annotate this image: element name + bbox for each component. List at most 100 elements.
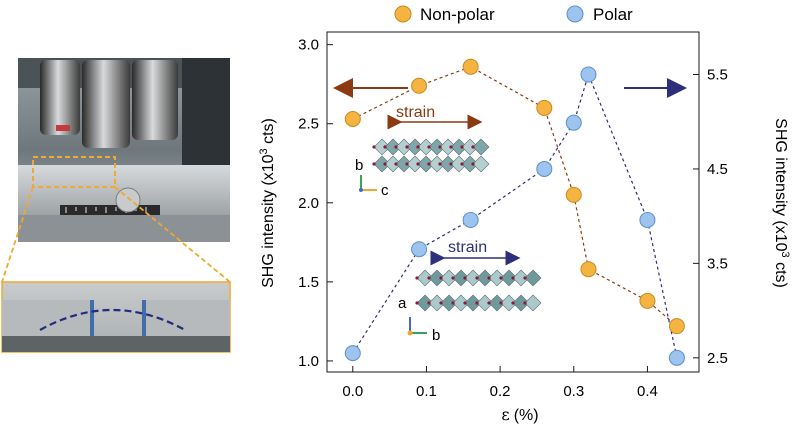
legend-marker-nonpolar [394,5,412,23]
atom-icon [383,162,387,166]
data-point-non-polar [411,77,428,94]
atom-icon [383,145,387,149]
atom-icon [415,276,419,280]
atom-icon [427,145,431,149]
data-point-polar [639,211,656,228]
data-point-polar [536,160,553,177]
x-tick-label: 0.3 [563,383,584,400]
atom-icon [449,145,453,149]
polar-structure-inset: strain a b [398,239,542,344]
atom-icon [487,301,491,305]
octahedron-icon [440,294,458,312]
atom-icon [523,301,527,305]
crystal-structure-icon [372,138,490,173]
y-left-tick-label: 3.0 [298,37,319,54]
atom-icon [471,162,475,166]
octahedron-icon [464,269,482,287]
octahedron-icon [452,269,470,287]
y-left-tick-label: 1.0 [298,353,319,370]
atom-icon [449,162,453,166]
y-right-tick-label: 4.5 [707,161,728,178]
atom-icon [499,301,503,305]
x-tick-label: 0.0 [342,383,363,400]
y-right-tick-label: 5.5 [707,67,728,84]
y-axis-left-title: SHG intensity (x103 cts) [258,118,277,288]
octahedron-icon [416,294,434,312]
axis-label-c: c [381,182,389,199]
atom-icon [427,301,431,305]
atom-icon [475,301,479,305]
series-line-non-polar [352,66,678,327]
experimental-setup-photos [0,0,240,432]
objective-lens-icon [82,60,130,148]
atom-icon [416,162,420,166]
atom-icon [451,276,455,280]
atom-icon [427,162,431,166]
atom-icon [523,276,527,280]
atom-icon [511,301,515,305]
atom-icon [487,276,491,280]
data-points [344,58,685,366]
strain-label-polar: strain [448,239,487,256]
y-right-tick-label: 2.5 [707,350,728,367]
atom-icon [438,145,442,149]
highlight-box [32,156,116,188]
data-point-non-polar [536,99,553,116]
data-point-non-polar [668,318,685,335]
y-right-tick-label: 3.5 [707,255,728,272]
data-point-polar [668,349,685,366]
octahedron-icon [476,269,494,287]
atom-icon [405,162,409,166]
octahedron-icon [416,269,434,287]
bend-curve [39,309,186,331]
atom-icon [372,162,376,166]
atom-icon [463,301,467,305]
crystal-structure-icon [415,269,542,312]
bent-sample-photo [1,281,231,353]
plot-frame [326,31,700,373]
shg-chart: Non-polar Polar 0.0 0.1 0.2 0.3 0.4 1.0 1.5 2.0… [240,0,799,432]
atom-icon [439,276,443,280]
octahedron-icon [524,294,542,312]
x-tick-label: 0.2 [490,383,511,400]
data-point-polar [344,345,361,362]
octahedron-icon [500,294,518,312]
octahedron-icon [464,294,482,312]
atom-icon [394,145,398,149]
y-left-tick-label: 2.0 [298,195,319,212]
microscope-photo [18,58,230,242]
atom-icon [372,145,376,149]
octahedron-icon [500,269,518,287]
axes: 0.0 0.1 0.2 0.3 0.4 1.0 1.5 2.0 2.5 3.0 2.5 3.5 4.5 5… [298,37,728,400]
y-axis-right-title: SHG intensity (x103 cts) [772,118,791,288]
data-point-non-polar [462,58,479,75]
chart-canvas: Non-polar Polar 0.0 0.1 0.2 0.3 0.4 1.0 1.5 2.0… [258,5,791,424]
atom-icon [511,276,515,280]
octahedron-icon [440,269,458,287]
atom-icon [438,162,442,166]
octahedron-icon [428,269,446,287]
axis-label-b: b [432,327,440,344]
atom-icon [460,162,464,166]
axis-label-a: a [398,295,407,312]
x-tick-label: 0.1 [416,383,437,400]
atom-icon [451,301,455,305]
setup-illustration [1,58,231,353]
legend: Non-polar Polar [394,5,633,24]
octahedron-icon [488,269,506,287]
atom-icon [415,301,419,305]
objective-lens-icon [40,60,80,135]
atom-icon [416,145,420,149]
octahedron-icon [488,294,506,312]
strain-label-nonpolar: strain [396,104,435,121]
atom-icon [394,162,398,166]
octahedron-icon [472,138,490,156]
data-point-non-polar [580,261,597,278]
legend-marker-polar [566,5,584,23]
x-axis-title: ε (%) [501,405,538,424]
atom-icon [460,145,464,149]
atom-icon [427,276,431,280]
data-point-non-polar [639,292,656,309]
octahedron-icon [472,155,490,173]
series-lines [352,66,678,358]
